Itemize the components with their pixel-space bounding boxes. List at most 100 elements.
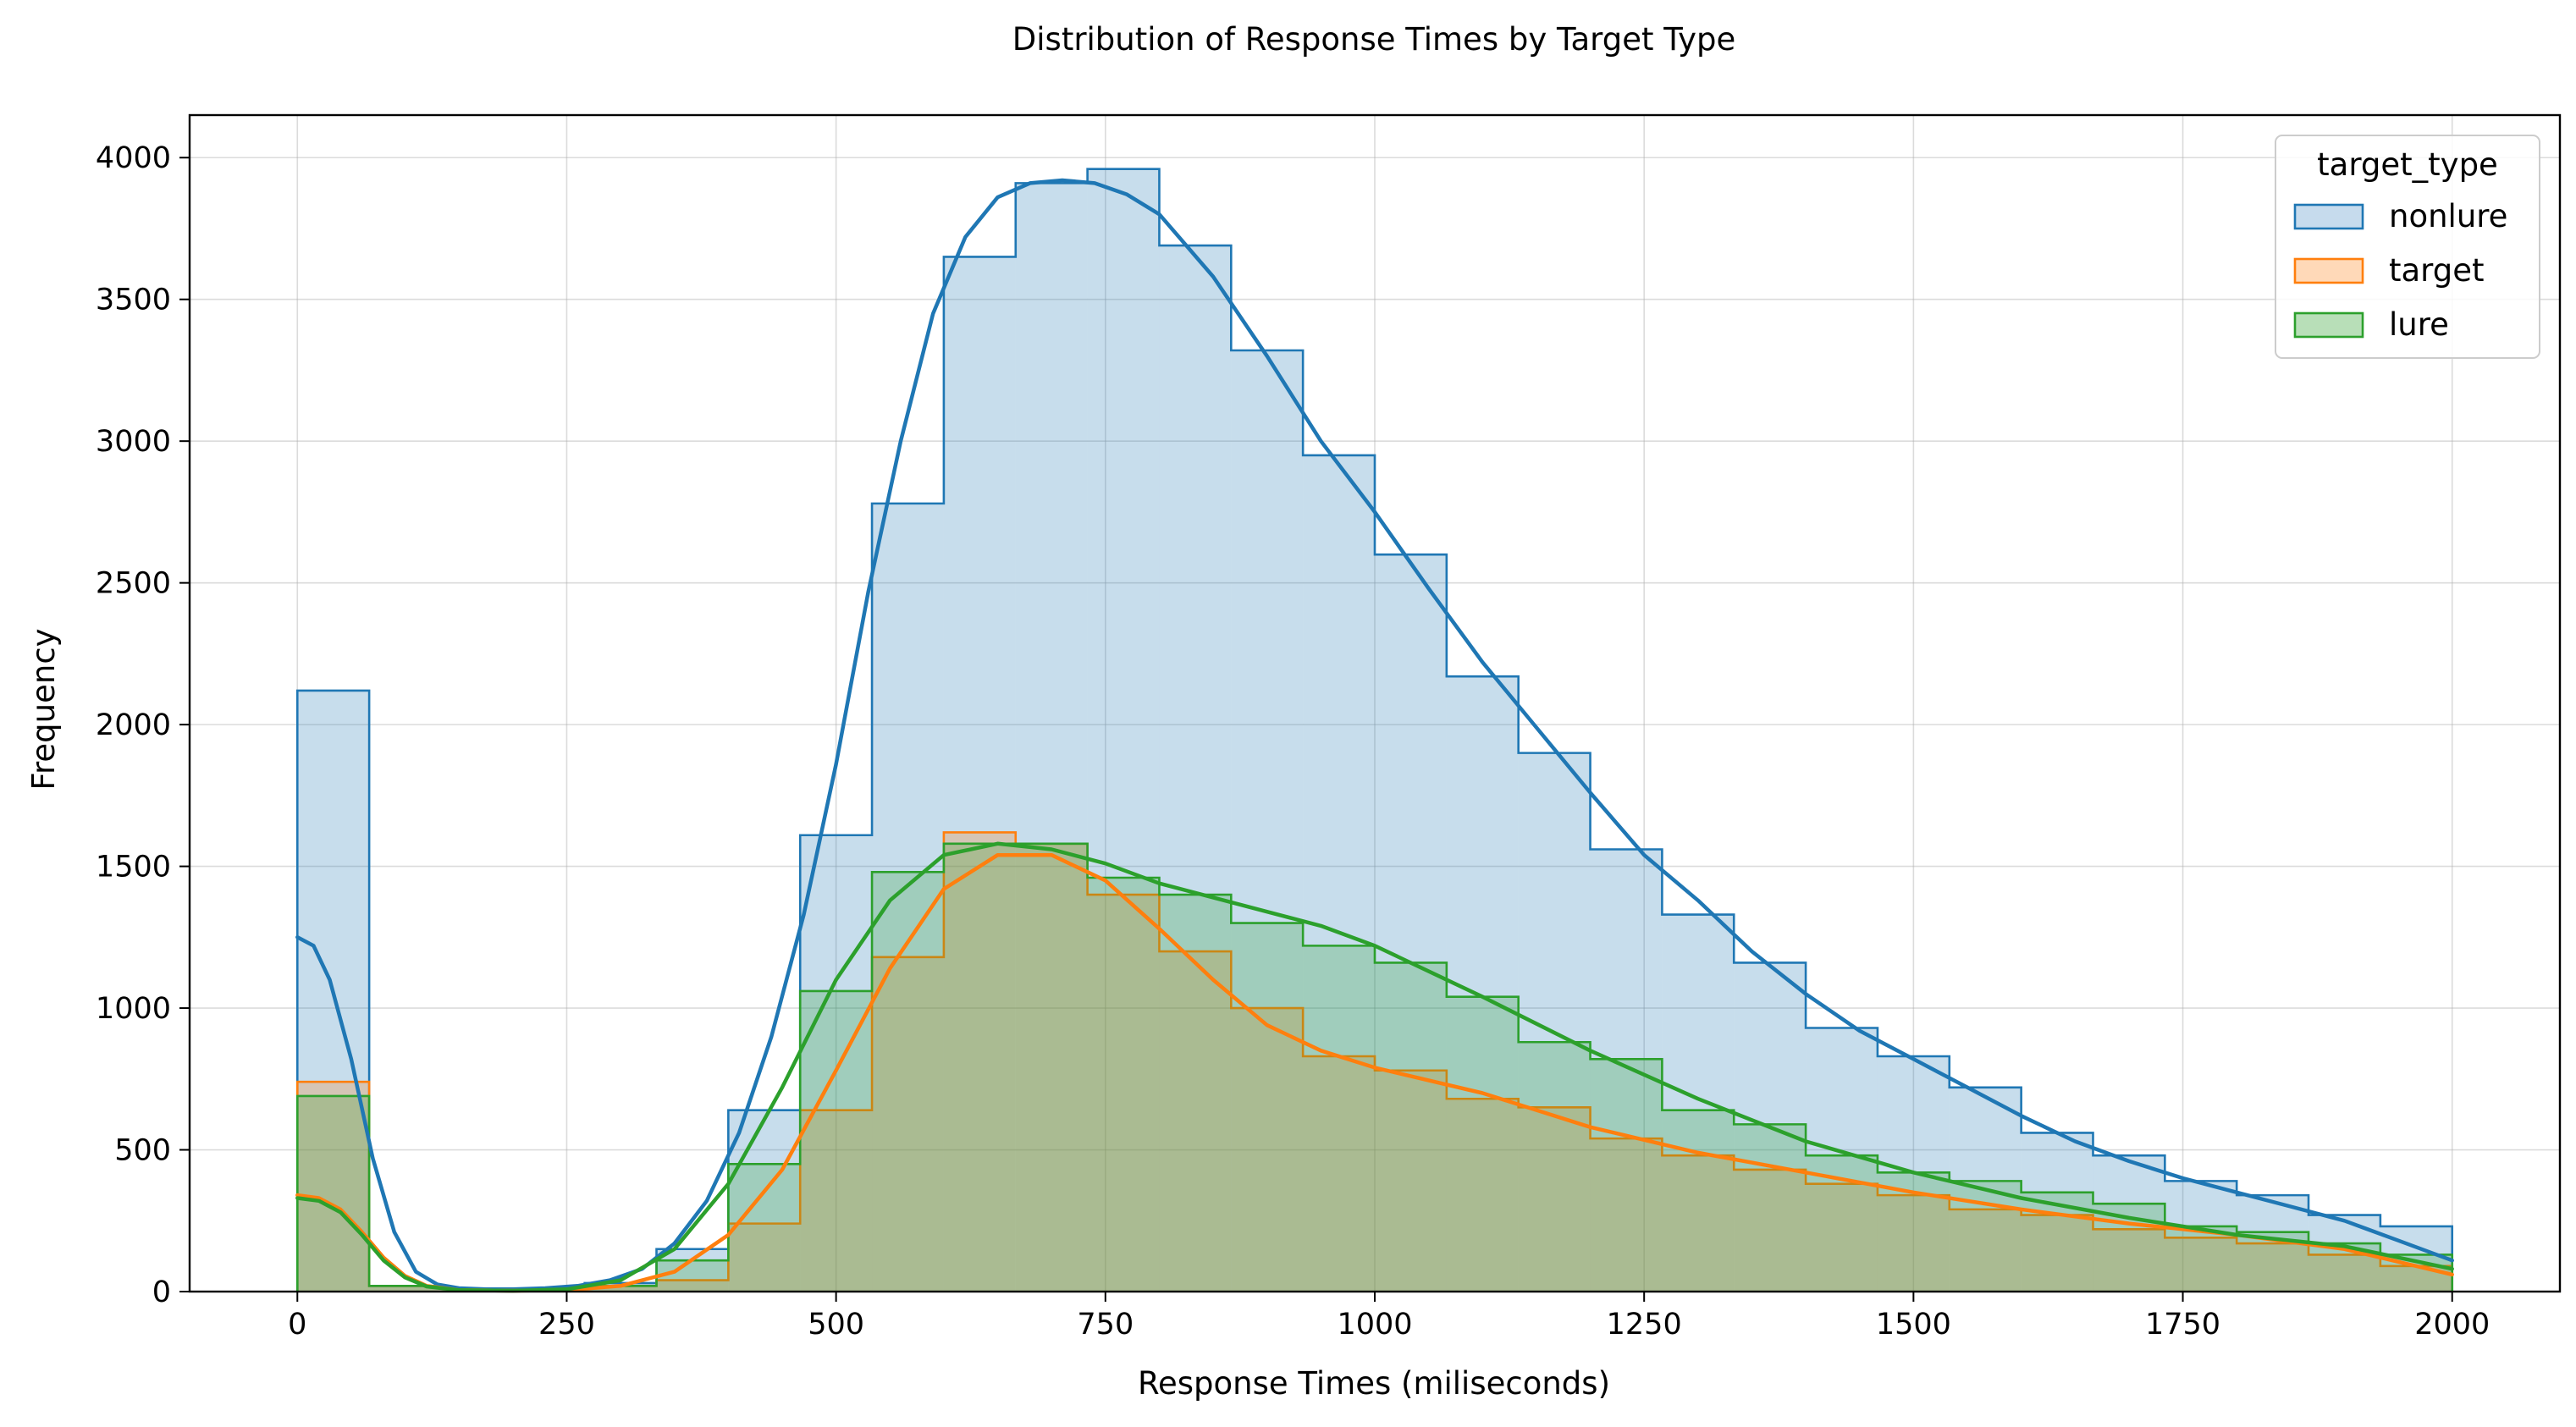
bar-lure [1015,843,1088,1292]
bar-lure [1518,1042,1591,1292]
bar-lure [1231,923,1304,1292]
bar-target [297,1082,370,1292]
bar-lure [1949,1181,2022,1292]
bar-target [1231,1008,1304,1292]
legend-label-target: target [2389,252,2485,289]
bar-target [872,956,944,1292]
bar-nonlure [1231,350,1304,1292]
bar-target [943,832,1016,1292]
bar-nonlure [1087,168,1160,1292]
bar-target [2237,1243,2309,1292]
bar-target [1518,1107,1591,1292]
bar-lure [584,1286,657,1292]
bar-lure [297,1095,370,1292]
bar-nonlure [656,1248,729,1292]
bar-target [1303,1056,1375,1292]
bar-nonlure [1662,914,1735,1292]
series-layer [295,168,2454,1292]
bar-target [1662,1155,1735,1292]
series-target [295,831,2454,1292]
bar-lure [1662,1110,1735,1292]
y-tick-label: 3000 [96,425,171,459]
bar-nonlure [943,256,1016,1292]
bar-lure [2165,1226,2237,1292]
bar-target [1734,1169,1807,1292]
legend-swatch-target [2293,257,2364,284]
bar-target [800,1110,873,1292]
bar-lure [1303,945,1375,1292]
bar-nonlure [872,503,944,1292]
y-tick-label: 1000 [96,992,171,1026]
bar-target [1877,1195,1950,1292]
bar-target [1806,1183,1878,1292]
x-tick-label: 1000 [1337,1308,1412,1342]
bar-lure [1590,1059,1663,1292]
bar-lure [1734,1124,1807,1292]
bar-target [1159,951,1232,1292]
bar-target [2093,1229,2165,1292]
x-tick-label: 1250 [1607,1308,1682,1342]
x-tick-label: 0 [288,1308,306,1342]
bar-nonlure [728,1110,801,1292]
y-axis-label: Frequency [25,628,62,790]
x-axis-label: Response Times (miliseconds) [1138,1365,1610,1402]
legend-label-lure: lure [2389,306,2449,343]
bar-target [1087,895,1160,1292]
bar-target [2165,1237,2237,1292]
bar-nonlure [1015,183,1088,1292]
y-tick-label: 4000 [96,141,171,175]
y-tick-label: 0 [152,1275,171,1309]
bar-nonlure [1303,455,1375,1292]
y-tick-label: 500 [114,1134,171,1168]
bar-nonlure [1375,554,1447,1292]
bar-nonlure [800,835,873,1292]
kde-line-lure [295,841,2454,1293]
y-tick-label: 3500 [96,284,171,317]
bar-target [369,1286,441,1292]
bar-target [728,1223,801,1292]
bar-lure [1375,962,1447,1292]
bar-lure [1446,996,1519,1292]
bar-target [1375,1070,1447,1292]
kde-layer [295,178,2454,1293]
bar-lure [728,1164,801,1292]
x-tick-label: 750 [1077,1308,1134,1342]
legend: target_type nonlure target lure [2275,135,2540,359]
bar-lure [943,843,1016,1292]
bar-lure [872,872,944,1292]
bar-lure [1877,1172,1950,1292]
x-tick-label: 500 [808,1308,864,1342]
bar-target [656,1280,729,1292]
step-outline-nonlure [295,168,2454,1292]
bar-target [1446,1099,1519,1292]
bar-nonlure [2165,1181,2237,1292]
legend-entries: nonlure target lure [2293,198,2507,343]
bar-nonlure [1159,245,1232,1292]
legend-swatch-lure [2293,311,2364,339]
x-tick-label: 2000 [2414,1308,2490,1342]
x-tick-label: 250 [538,1308,595,1342]
bar-lure [369,1286,441,1292]
legend-box [2275,135,2540,359]
bar-target [2021,1215,2093,1292]
bar-lure [800,990,873,1292]
bar-target [584,1286,657,1292]
bar-target [1949,1209,2022,1292]
series-nonlure [295,168,2454,1292]
bar-lure [656,1260,729,1292]
bar-target [2308,1254,2380,1292]
bar-lure [1087,877,1160,1292]
legend-swatch-nonlure [2293,203,2364,230]
x-tick-label: 1500 [1876,1308,1951,1342]
bar-target [1590,1138,1663,1292]
bar-nonlure [1590,849,1663,1292]
y-tick-label: 2500 [96,567,171,601]
y-tick-label: 2000 [96,708,171,742]
axis-layer: 0 250 500 750 1000 1250 1500 1750 2000 0 500 1000 15… [96,141,2490,1342]
x-tick-label: 1750 [2145,1308,2220,1342]
bar-lure [1159,895,1232,1292]
legend-title: target_type [2317,146,2498,183]
